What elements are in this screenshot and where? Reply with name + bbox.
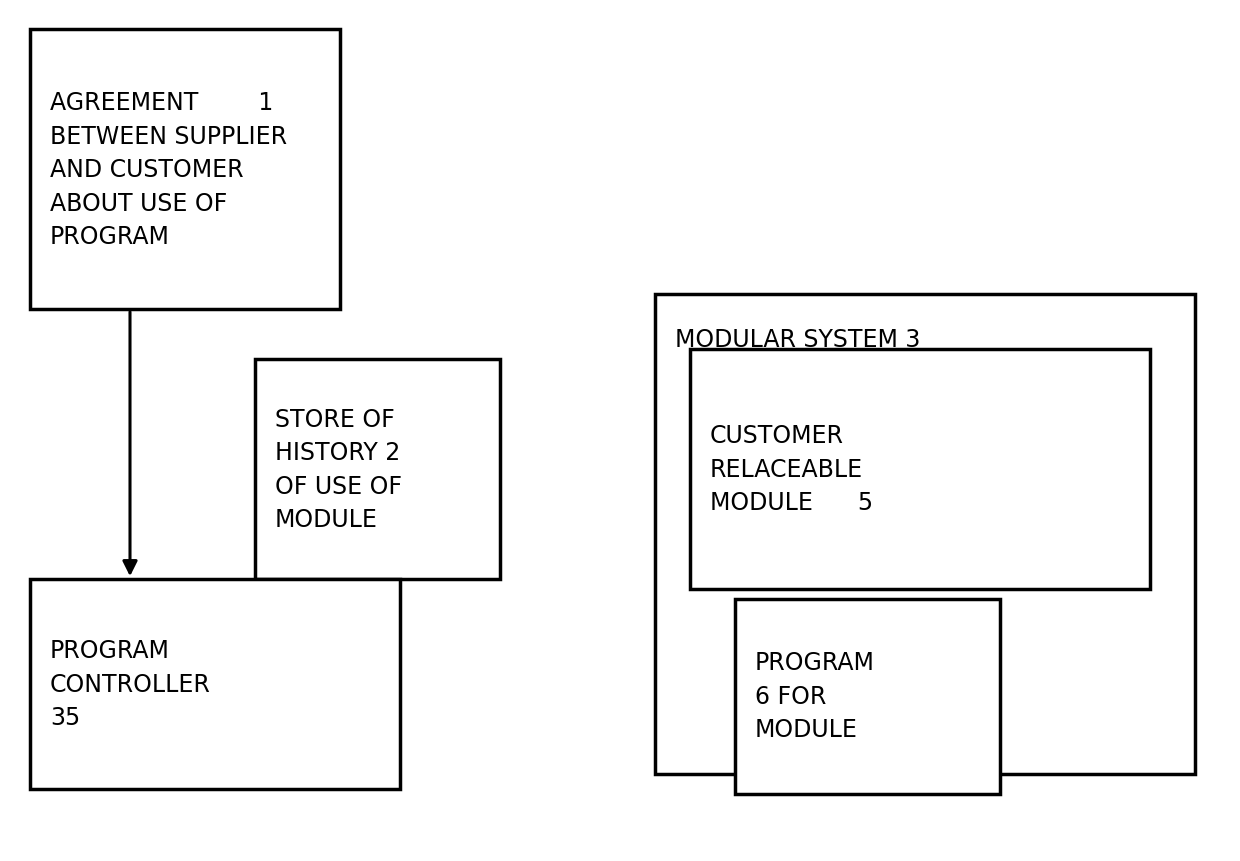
Bar [255,360,500,579]
Text: PROGRAM
CONTROLLER
35: PROGRAM CONTROLLER 35 [50,639,211,729]
Bar [689,350,1149,589]
Text: CUSTOMER
RELACEABLE
MODULE      5: CUSTOMER RELACEABLE MODULE 5 [711,424,873,515]
Bar [735,599,999,794]
Bar [655,294,1195,774]
Bar [30,579,401,789]
Text: AGREEMENT        1
BETWEEN SUPPLIER
AND CUSTOMER
ABOUT USE OF
PROGRAM: AGREEMENT 1 BETWEEN SUPPLIER AND CUSTOME… [50,91,288,249]
Text: MODULAR SYSTEM 3: MODULAR SYSTEM 3 [675,328,920,351]
Bar [30,30,340,310]
Text: PROGRAM
6 FOR
MODULE: PROGRAM 6 FOR MODULE [755,651,875,741]
Text: STORE OF
HISTORY 2
OF USE OF
MODULE: STORE OF HISTORY 2 OF USE OF MODULE [275,407,402,531]
